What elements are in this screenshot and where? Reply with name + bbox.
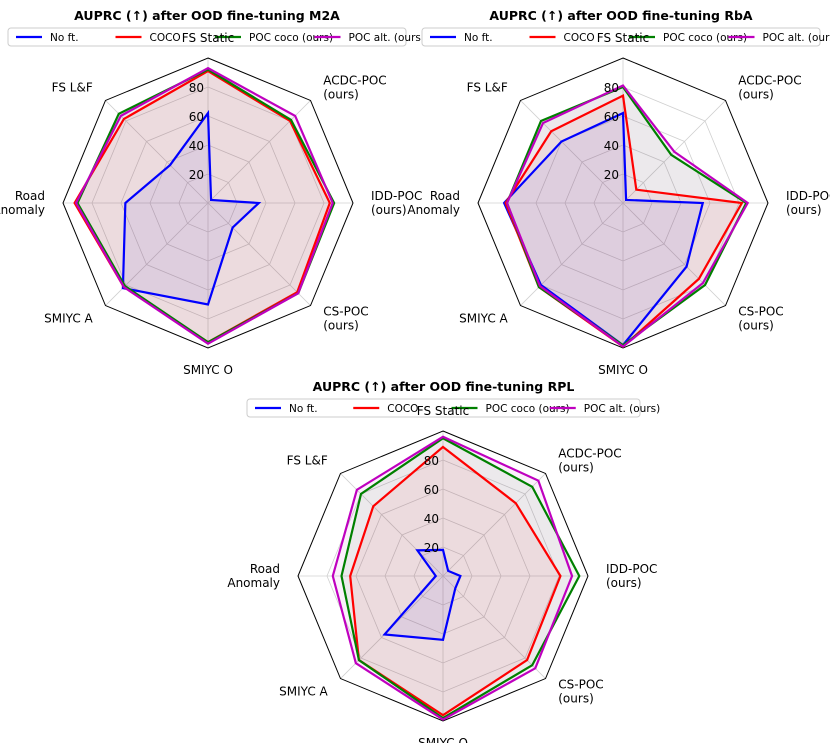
grid-spoke	[442, 575, 546, 679]
series-line-no-ft-	[121, 109, 262, 306]
radial-tick-label: 60	[424, 483, 439, 497]
grid-spoke	[207, 100, 311, 204]
series-fill	[505, 95, 742, 347]
axis-label: SMIYC A	[459, 311, 508, 325]
series-line-coco	[349, 445, 562, 717]
legend: No ft. COCO POC coco (ours) POC alt. (ours)	[246, 398, 660, 418]
axis-label: SMIYC O	[183, 363, 233, 377]
radial-tick-label: 20	[189, 168, 204, 182]
radar-chart-3: AUPRC (↑) after OOD fine-tuning RPL No ft…	[227, 379, 660, 743]
legend-label: COCO	[387, 403, 418, 415]
axis-label: SMIYC A	[44, 311, 93, 325]
legend-label: POC alt. (ours)	[584, 403, 660, 415]
legend-label: No ft.	[464, 32, 493, 44]
grid-spoke	[520, 202, 624, 306]
radial-tick-label: 40	[189, 139, 204, 153]
grid-spoke	[105, 100, 209, 204]
radar-frame	[62, 57, 354, 349]
radar-chart-2: AUPRC (↑) after OOD fine-tuning RbA No ft…	[407, 8, 830, 377]
axis-label: IDD-POC(ours)	[786, 189, 830, 217]
axis-label: IDD-POC(ours)	[606, 562, 657, 590]
legend-label: POC alt. (ours)	[349, 32, 425, 44]
chart-title: AUPRC (↑) after OOD fine-tuning RPL	[313, 379, 575, 394]
series-line-poc-alt-ours-	[74, 66, 334, 345]
series-fill	[74, 71, 330, 343]
axis-label: FS L&F	[467, 81, 508, 95]
radial-tick-label: 80	[604, 81, 619, 95]
radial-tick-label: 40	[604, 139, 619, 153]
axis-label: SMIYC A	[279, 684, 328, 698]
grid-spoke	[622, 202, 726, 306]
series-fill	[76, 68, 333, 344]
radial-tick-label: 80	[189, 81, 204, 95]
radial-tick-label: 60	[189, 110, 204, 124]
series-fill	[384, 549, 461, 640]
chart-title: AUPRC (↑) after OOD fine-tuning M2A	[74, 8, 340, 23]
series-fill	[504, 113, 703, 346]
radial-tick-label: 20	[424, 541, 439, 555]
radial-tick-label: 40	[424, 512, 439, 526]
series-fill	[507, 85, 748, 347]
series-fill	[122, 113, 259, 305]
legend-label: POC coco (ours)	[486, 403, 570, 415]
series-line-poc-coco-ours-	[505, 85, 748, 347]
grid-spoke	[207, 202, 311, 306]
axis-label: ACDC-POC (ours)	[738, 74, 801, 102]
axis-label: FS Static	[597, 31, 649, 45]
axis-label: FS L&F	[287, 454, 328, 468]
legend-label: COCO	[564, 32, 595, 44]
radial-tick-label: 20	[604, 168, 619, 182]
legend: No ft. COCO POC coco (ours) POC alt. (ours)	[421, 27, 830, 47]
axis-label: SMIYC O	[598, 363, 648, 377]
radar-chart-1: AUPRC (↑) after OOD fine-tuning M2A No ft…	[0, 8, 425, 377]
series-line-poc-coco-ours-	[340, 436, 581, 720]
series-fill	[332, 436, 573, 720]
legend-label: POC coco (ours)	[249, 32, 333, 44]
chart-title: AUPRC (↑) after OOD fine-tuning RbA	[489, 8, 752, 23]
legend-label: COCO	[150, 32, 181, 44]
axis-label: CS-POC (ours)	[323, 304, 368, 332]
axis-label: ACDC-POC (ours)	[558, 447, 621, 475]
axis-label: FS Static	[182, 31, 234, 45]
grid-spoke	[442, 473, 546, 577]
radar-frame	[297, 430, 589, 722]
radar-frame	[477, 57, 769, 349]
axis-label: CS-POC (ours)	[558, 677, 603, 705]
legend: No ft. COCO POC coco (ours) POC alt. (ours)	[7, 27, 425, 47]
series-fill	[77, 69, 335, 343]
legend-label: No ft.	[289, 403, 318, 415]
axis-label: ACDC-POC (ours)	[323, 74, 386, 102]
legend-label: POC coco (ours)	[663, 32, 747, 44]
legend-label: No ft.	[50, 32, 79, 44]
grid-spoke	[520, 100, 624, 204]
axis-label: SMIYC O	[418, 736, 468, 743]
series-line-poc-coco-ours-	[76, 68, 336, 344]
radial-tick-label: 80	[424, 454, 439, 468]
axis-label: IDD-POC(ours)	[371, 189, 422, 217]
series-fill	[507, 87, 747, 346]
axis-label: FS Static	[417, 404, 469, 418]
axis-label: CS-POC (ours)	[738, 304, 783, 332]
series-line-no-ft-	[382, 548, 462, 641]
series-line-poc-alt-ours-	[505, 84, 750, 348]
series-line-poc-alt-ours-	[331, 435, 574, 721]
series-fill	[350, 446, 561, 716]
radial-tick-label: 60	[604, 110, 619, 124]
legend-label: POC alt. (ours)	[763, 32, 830, 44]
axis-label: FS L&F	[52, 81, 93, 95]
